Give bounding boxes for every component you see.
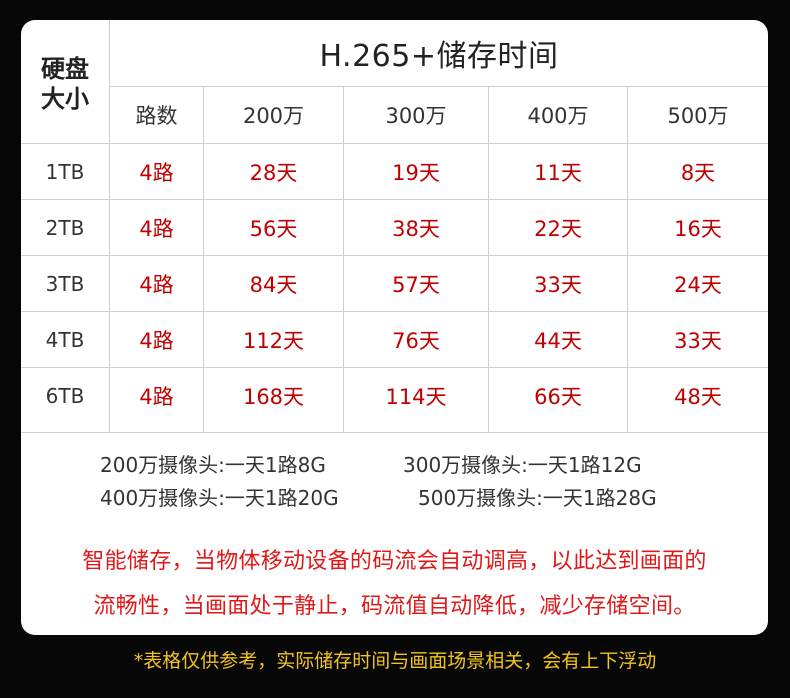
smart-storage-description: 智能储存，当物体移动设备的码流会自动调高，以此达到画面的 流畅性，当画面处于静止… (21, 534, 768, 634)
table-cell-days: 44天 (534, 328, 582, 353)
table-cell-days: 33天 (534, 272, 582, 297)
table-cell-days: 57天 (392, 272, 440, 297)
disk-size-header-line1: 硬盘 (41, 54, 89, 83)
table-cell-days: 168天 (242, 385, 305, 409)
table-cell-days: 112天 (242, 328, 305, 353)
grid-line (21, 255, 768, 256)
note-500w: 500万摄像头:一天1路28G (418, 486, 657, 510)
table-cell-days: 56天 (249, 216, 298, 241)
disk-size-header: 硬盘 大小 (21, 20, 109, 143)
grid-line (21, 143, 768, 144)
table-cell-days: 11天 (534, 160, 582, 185)
table-cell-days: 19天 (392, 160, 440, 185)
resolution-header-200w: 200万 (242, 104, 305, 128)
table-cell-days: 76天 (392, 328, 440, 353)
note-400w: 400万摄像头:一天1路20G (100, 486, 339, 510)
table-cell-days: 16天 (674, 216, 722, 241)
grid-line (21, 367, 768, 368)
storage-card: H.265+储存时间 硬盘 大小 路数 200万 300万 400万 500万 … (21, 20, 768, 635)
grid-line (109, 86, 768, 87)
resolution-header-300w: 300万 (385, 104, 447, 128)
table-cell-days: 48天 (674, 385, 722, 409)
table-row-disk-size: 3TB (45, 271, 85, 296)
storage-table: H.265+储存时间 硬盘 大小 路数 200万 300万 400万 500万 … (21, 20, 768, 433)
disk-size-header-line2: 大小 (41, 84, 89, 113)
note-300w: 300万摄像头:一天1路12G (403, 453, 642, 477)
table-title: H.265+储存时间 (319, 39, 559, 74)
table-cell-days: 84天 (249, 272, 298, 297)
grid-line (109, 20, 110, 433)
table-row-channels: 4路 (139, 160, 174, 185)
table-row-channels: 4路 (139, 385, 174, 409)
table-cell-days: 24天 (674, 272, 722, 297)
grid-line (343, 86, 344, 433)
grid-line (21, 311, 768, 312)
disclaimer-footnote: *表格仅供参考，实际储存时间与画面场景相关，会有上下浮动 (133, 650, 657, 672)
description-line-1: 智能储存，当物体移动设备的码流会自动调高，以此达到画面的 (82, 549, 707, 574)
table-cell-days: 114天 (385, 385, 447, 409)
table-cell-days: 8天 (680, 160, 716, 185)
grid-line (21, 199, 768, 200)
table-row-channels: 4路 (139, 328, 174, 353)
table-cell-days: 38天 (392, 216, 440, 241)
table-row-channels: 4路 (139, 272, 174, 297)
grid-line (488, 86, 489, 433)
resolution-header-400w: 400万 (527, 104, 589, 128)
resolution-header-500w: 500万 (667, 104, 729, 128)
table-row-disk-size: 1TB (45, 159, 85, 184)
table-row-disk-size: 6TB (45, 384, 85, 408)
grid-line (203, 86, 204, 433)
description-line-2: 流畅性，当画面处于静止，码流值自动降低，减少存储空间。 (93, 594, 696, 619)
table-cell-days: 28天 (249, 160, 298, 185)
table-row-disk-size: 2TB (45, 215, 85, 240)
channels-header: 路数 (135, 104, 178, 128)
camera-storage-notes: 200万摄像头:一天1路8G 300万摄像头:一天1路12G 400万摄像头:一… (21, 433, 768, 533)
table-cell-days: 66天 (534, 385, 582, 409)
table-cell-days: 22天 (534, 216, 582, 241)
table-row-channels: 4路 (139, 216, 174, 241)
grid-line (21, 432, 768, 433)
table-cell-days: 33天 (674, 328, 722, 353)
table-row-disk-size: 4TB (45, 327, 85, 352)
note-200w: 200万摄像头:一天1路8G (100, 453, 326, 477)
grid-line (627, 86, 628, 433)
